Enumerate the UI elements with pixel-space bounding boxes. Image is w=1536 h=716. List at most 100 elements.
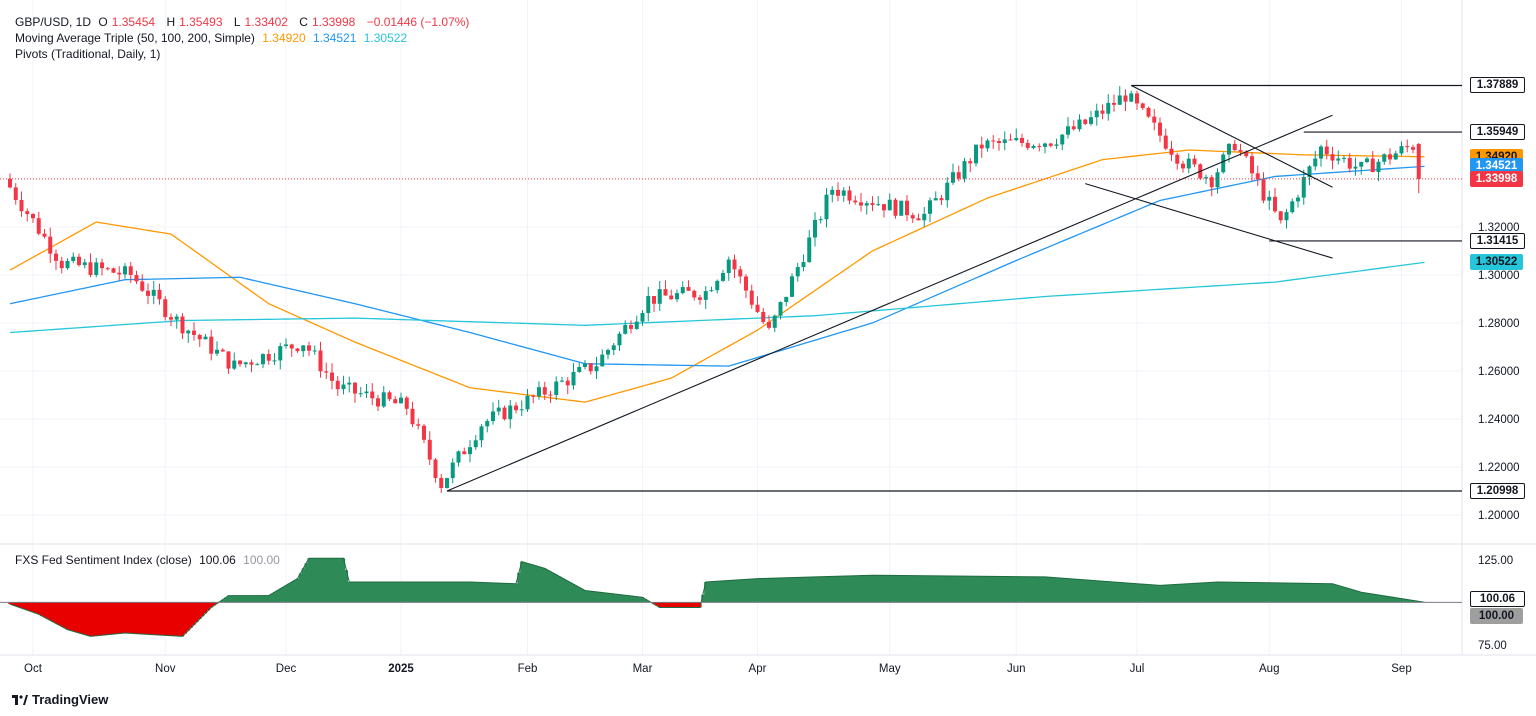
candle-body bbox=[1175, 154, 1180, 164]
candle-body bbox=[1031, 145, 1036, 148]
candle-body bbox=[876, 204, 881, 206]
candle-body bbox=[439, 477, 444, 488]
candle-body bbox=[1209, 177, 1214, 188]
candle-body bbox=[1307, 166, 1312, 178]
candle-body bbox=[1002, 139, 1007, 144]
candle-body bbox=[841, 190, 846, 196]
candle-body bbox=[1388, 154, 1392, 160]
candle-body bbox=[59, 260, 64, 269]
candle-body bbox=[1094, 110, 1099, 118]
candle-body bbox=[36, 218, 41, 234]
candle-body bbox=[749, 290, 754, 305]
tradingview-logo[interactable]: TradingView bbox=[12, 692, 108, 707]
candle-body bbox=[1267, 196, 1272, 201]
ma-label: Moving Average Triple (50, 100, 200, Sim… bbox=[15, 31, 255, 45]
price-tag-pivot: 1.35949 bbox=[1470, 124, 1525, 141]
candle-body bbox=[255, 364, 260, 366]
candle-body bbox=[1313, 158, 1318, 167]
x-tick-label: May bbox=[879, 663, 901, 675]
price-tag-pivot: 1.20998 bbox=[1470, 483, 1525, 500]
ohlc-legend: GBP/USD, 1D O 1.35454 H 1.35493 L 1.33402 C… bbox=[15, 15, 470, 29]
candle-body bbox=[588, 363, 593, 372]
price-tag-pivot: 1.37889 bbox=[1470, 77, 1525, 94]
candle-body bbox=[94, 262, 99, 275]
candle-body bbox=[922, 213, 927, 221]
candle-body bbox=[1025, 142, 1030, 148]
candle-body bbox=[974, 144, 978, 164]
candle-body bbox=[1250, 156, 1254, 174]
indicator-legend[interactable]: FXS Fed Sentiment Index (close) 100.06 1… bbox=[15, 553, 284, 568]
candle-body bbox=[1290, 201, 1295, 213]
candle-body bbox=[353, 382, 357, 394]
price-tag-last: 1.33998 bbox=[1470, 170, 1523, 187]
candle-body bbox=[859, 202, 863, 206]
candle-body bbox=[1261, 179, 1266, 201]
candle-body bbox=[663, 289, 668, 296]
candle-body bbox=[1014, 138, 1019, 141]
candle-body bbox=[928, 200, 932, 214]
y-axis: 1.20000 1.22000 1.24000 1.26000 1.28000 1.300… bbox=[1478, 222, 1520, 652]
candle-body bbox=[726, 259, 731, 273]
ma-line-100 bbox=[9, 165, 1425, 367]
candle-body bbox=[238, 360, 242, 365]
candle-body bbox=[128, 266, 133, 275]
candle-body bbox=[744, 276, 748, 291]
candle-body bbox=[1278, 211, 1283, 221]
candle-body bbox=[1215, 172, 1220, 188]
candle-body bbox=[680, 287, 685, 294]
candle-body bbox=[1336, 158, 1341, 161]
candle-body bbox=[347, 382, 352, 385]
candle-body bbox=[709, 290, 714, 292]
candle-body bbox=[485, 421, 490, 427]
y-tick-label: 1.26000 bbox=[1478, 366, 1520, 378]
y-tick-label: 1.28000 bbox=[1478, 318, 1520, 330]
candle-body bbox=[1204, 177, 1208, 179]
trend-line bbox=[1131, 84, 1333, 188]
candle-body bbox=[652, 296, 656, 304]
candle-body bbox=[755, 304, 760, 312]
candle-body bbox=[629, 325, 633, 329]
candle-body bbox=[249, 362, 254, 365]
price-tag-pivot: 1.31415 bbox=[1470, 232, 1525, 249]
pivots-legend[interactable]: Pivots (Traditional, Daily, 1) bbox=[15, 47, 164, 62]
candle-body bbox=[1077, 119, 1082, 130]
sentiment-negative-fill bbox=[8, 602, 702, 637]
candle-body bbox=[42, 233, 47, 237]
candle-body bbox=[525, 395, 530, 410]
candle-body bbox=[82, 262, 87, 266]
candle-body bbox=[312, 350, 317, 352]
candle-body bbox=[243, 362, 248, 365]
candle-body bbox=[657, 289, 662, 304]
tradingview-logo-icon bbox=[12, 694, 28, 705]
candle-body bbox=[1359, 161, 1364, 167]
candle-body bbox=[19, 199, 24, 212]
candle-body bbox=[542, 387, 547, 395]
candle-body bbox=[1301, 177, 1306, 198]
pivot-and-trend-lines bbox=[0, 84, 1462, 492]
candle-body bbox=[600, 354, 605, 367]
candle-body bbox=[640, 313, 645, 322]
candle-body bbox=[1273, 196, 1277, 212]
indicator-label: FXS Fed Sentiment Index (close) bbox=[15, 553, 192, 567]
candle-body bbox=[836, 189, 840, 196]
candle-body bbox=[1192, 158, 1197, 165]
candle-body bbox=[226, 351, 231, 369]
candle-body bbox=[318, 350, 323, 372]
ma-legend[interactable]: Moving Average Triple (50, 100, 200, Sim… bbox=[15, 31, 411, 46]
x-tick-label: Feb bbox=[518, 663, 538, 675]
candle-body bbox=[634, 321, 639, 329]
candle-body bbox=[364, 391, 369, 394]
candle-body bbox=[1089, 117, 1093, 124]
candle-body bbox=[554, 381, 559, 396]
candle-body bbox=[1181, 163, 1185, 169]
candle-body bbox=[105, 268, 110, 270]
candle-body bbox=[1146, 107, 1151, 117]
candle-body bbox=[882, 204, 886, 211]
candle-body bbox=[416, 424, 421, 426]
sentiment-line bbox=[9, 557, 1425, 637]
candle-body bbox=[422, 425, 426, 440]
candle-body bbox=[606, 349, 610, 355]
candle-body bbox=[1163, 135, 1168, 149]
candle-body bbox=[1284, 212, 1289, 221]
candle-body bbox=[721, 272, 725, 281]
